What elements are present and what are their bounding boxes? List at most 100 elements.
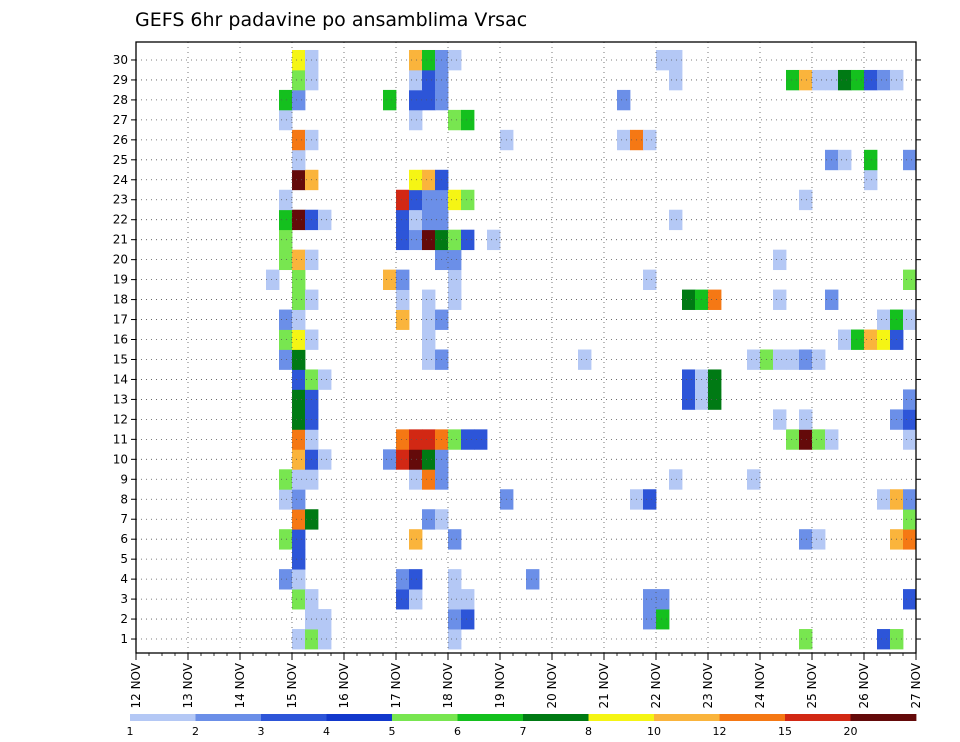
y-tick-label: 17 <box>113 313 128 327</box>
colorbar-label: 7 <box>520 725 527 738</box>
heatmap-cell <box>656 609 670 630</box>
heatmap-cell <box>409 109 423 131</box>
heatmap-cell <box>864 169 878 191</box>
y-tick-label: 14 <box>113 372 128 386</box>
heatmap-cell <box>383 89 397 111</box>
heatmap-cell <box>864 329 878 350</box>
colorbar-swatch <box>523 714 589 721</box>
heatmap-cell <box>292 69 306 91</box>
heatmap-cell <box>461 609 475 630</box>
heatmap-cell <box>292 529 306 550</box>
heatmap-cell <box>448 189 462 211</box>
y-tick-label: 19 <box>113 273 128 287</box>
heatmap-cell <box>409 429 423 450</box>
heatmap-cell <box>448 569 462 590</box>
x-tick-label: 13 NOV <box>181 662 195 708</box>
heatmap-cell <box>487 229 501 251</box>
y-tick-label: 30 <box>113 53 128 67</box>
colorbar-swatch <box>719 714 786 721</box>
y-tick-label: 8 <box>120 492 128 506</box>
heatmap-cell <box>292 429 306 450</box>
heatmap-cell <box>422 209 436 231</box>
heatmap-cell <box>279 349 293 370</box>
chart-title: GEFS 6hr padavine po ansamblima Vrsac <box>135 9 527 31</box>
x-tick-label: 26 NOV <box>857 662 871 708</box>
colorbar-label: 15 <box>778 725 792 738</box>
heatmap-cell <box>461 189 475 211</box>
x-tick-label: 21 NOV <box>597 662 611 708</box>
heatmap-cell <box>279 469 293 490</box>
heatmap-cell <box>708 389 722 410</box>
y-tick-label: 13 <box>113 392 128 406</box>
y-tick-label: 5 <box>120 552 128 566</box>
heatmap-cell <box>526 569 540 590</box>
y-tick-label: 25 <box>113 153 128 167</box>
heatmap-cell <box>669 469 683 490</box>
y-tick-label: 11 <box>113 432 128 446</box>
heatmap-cell <box>422 189 436 211</box>
heatmap-cell <box>292 249 306 271</box>
heatmap-cell <box>279 329 293 350</box>
heatmap-cell <box>396 429 410 450</box>
heatmap-cell <box>799 409 813 430</box>
heatmap-cell <box>786 349 800 370</box>
heatmap-cell <box>903 429 917 450</box>
heatmap-cell <box>409 449 423 470</box>
heatmap-cell <box>422 49 436 71</box>
heatmap-cell <box>448 429 462 450</box>
x-tick-label: 18 NOV <box>441 662 455 708</box>
heatmap-cell <box>409 209 423 231</box>
heatmap-cell <box>396 569 410 590</box>
heatmap-cell <box>448 249 462 271</box>
heatmap-cell <box>799 349 813 370</box>
heatmap-cell <box>292 49 306 71</box>
x-tick-label: 15 NOV <box>285 662 299 708</box>
heatmap-cell <box>838 329 852 350</box>
colorbar-swatch <box>195 714 262 721</box>
colorbar-swatch <box>457 714 524 721</box>
colorbar-swatch <box>392 714 458 721</box>
colorbar-swatch <box>588 714 655 721</box>
colorbar-label: 8 <box>585 725 592 738</box>
heatmap-cell <box>708 369 722 390</box>
heatmap-cell <box>799 429 813 450</box>
heatmap-cell <box>292 469 306 490</box>
colorbar-label: 10 <box>647 725 661 738</box>
heatmap-cell <box>643 489 657 510</box>
heatmap-cell <box>292 409 306 430</box>
heatmap-cell <box>578 349 592 370</box>
heatmap-cell <box>643 129 657 151</box>
heatmap-cell <box>682 369 696 390</box>
colorbar-label: 12 <box>713 725 727 738</box>
heatmap-cell <box>279 89 293 111</box>
heatmap-cell <box>877 309 891 330</box>
heatmap-cell <box>383 449 397 470</box>
y-tick-label: 18 <box>113 293 128 307</box>
heatmap-cell <box>292 329 306 350</box>
y-tick-label: 21 <box>113 233 128 247</box>
y-tick-label: 29 <box>113 73 128 87</box>
heatmap-cell <box>422 469 436 490</box>
heatmap-cell <box>708 289 722 310</box>
heatmap-cell <box>292 549 306 570</box>
grid-lines <box>136 42 916 653</box>
heatmap-cell <box>292 129 306 151</box>
heatmap-cell <box>903 589 917 610</box>
heatmap-cell <box>617 89 631 111</box>
heatmap-cell <box>448 589 462 610</box>
heatmap-cell <box>396 269 410 290</box>
heatmap-cell <box>877 629 891 650</box>
heatmap-cell <box>903 389 917 410</box>
colorbar-label: 4 <box>323 725 330 738</box>
heatmap-cell <box>773 409 787 430</box>
colorbar-swatch <box>654 714 720 721</box>
heatmap-cell <box>786 69 800 91</box>
heatmap-cell <box>656 49 670 71</box>
heatmap-cell <box>279 489 293 510</box>
heatmap-cell <box>422 229 436 251</box>
heatmap-cell <box>292 489 306 510</box>
y-tick-label: 6 <box>120 532 128 546</box>
heatmap-cell <box>799 69 813 91</box>
heatmap-cell <box>292 569 306 590</box>
